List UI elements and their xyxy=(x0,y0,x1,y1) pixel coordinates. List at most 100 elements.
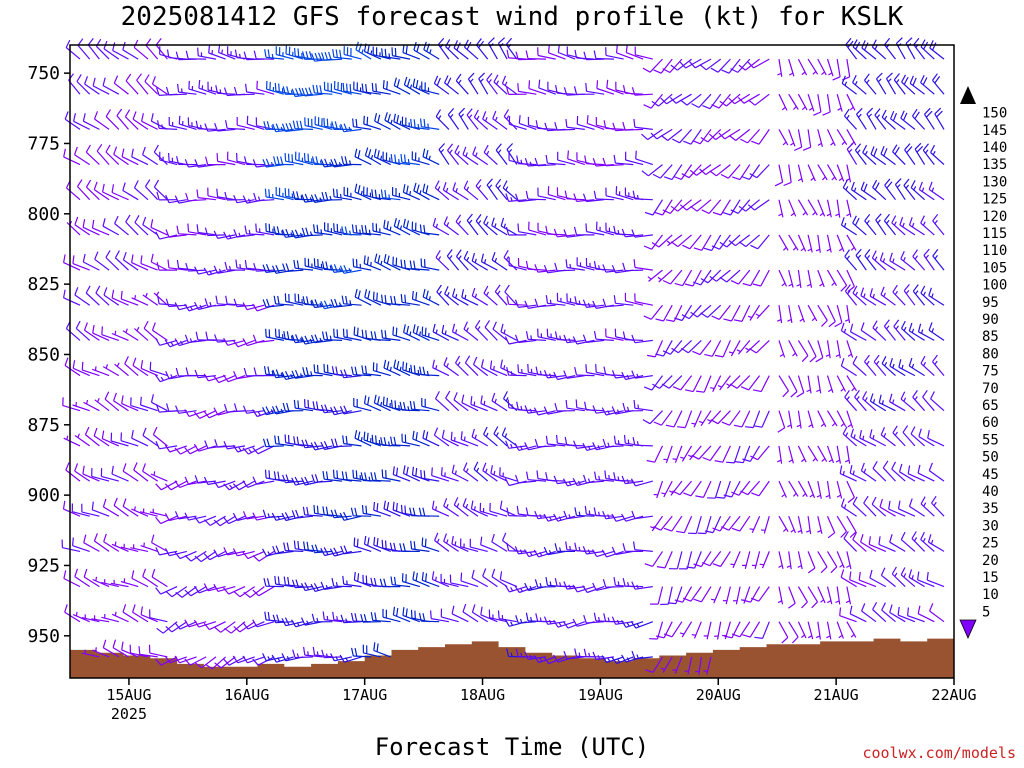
barb-staff xyxy=(122,611,139,623)
barb-flag xyxy=(583,474,587,483)
wind-barb xyxy=(341,295,362,306)
wind-barb xyxy=(265,328,285,341)
wind-barb xyxy=(74,216,91,236)
barb-staff xyxy=(576,374,595,377)
barb-flag xyxy=(585,223,588,232)
wind-barb xyxy=(662,199,683,215)
wind-barb xyxy=(455,73,469,95)
wind-barb xyxy=(826,410,838,427)
barb-staff xyxy=(668,375,683,389)
barb-flag xyxy=(502,391,508,399)
barb-half-flag xyxy=(466,186,470,191)
wind-barb xyxy=(501,427,518,447)
barb-staff xyxy=(731,480,741,498)
wind-barb xyxy=(116,108,129,130)
barb-flag xyxy=(223,231,229,240)
barb-staff xyxy=(718,93,731,109)
wind-barb xyxy=(723,304,741,322)
wind-barb xyxy=(631,370,653,379)
wind-barb xyxy=(712,199,731,216)
barb-flag xyxy=(332,469,335,479)
wind-barb xyxy=(155,480,178,491)
barb-flag xyxy=(157,120,160,129)
barb-staff xyxy=(74,154,91,166)
wind-barb xyxy=(292,649,314,659)
barb-flag xyxy=(565,399,568,409)
barb-flag xyxy=(711,245,720,250)
wind-barb xyxy=(602,510,624,520)
barb-staff xyxy=(747,129,761,144)
barb-flag xyxy=(320,404,325,413)
barb-staff xyxy=(846,93,856,111)
barb-flag xyxy=(223,587,230,595)
barb-flag xyxy=(101,326,103,335)
wind-barb xyxy=(462,146,479,166)
barb-half-flag xyxy=(647,276,652,280)
barb-flag xyxy=(330,264,335,273)
barb-flag xyxy=(355,118,358,128)
wind-barb xyxy=(122,463,139,482)
wind-barb xyxy=(733,304,751,322)
barb-staff xyxy=(304,514,323,517)
wind-barb xyxy=(471,569,488,588)
barb-flag xyxy=(167,259,170,268)
wind-barb xyxy=(233,621,256,633)
barb-staff xyxy=(518,199,537,203)
barb-staff xyxy=(651,375,663,391)
barb-staff xyxy=(586,371,605,377)
barb-flag xyxy=(380,189,384,198)
barb-half-flag xyxy=(156,291,160,296)
barb-flag xyxy=(233,229,238,238)
wind-barb xyxy=(817,58,827,76)
barb-staff xyxy=(65,469,81,482)
wind-barb xyxy=(476,38,489,60)
barb-flag xyxy=(488,37,495,44)
barb-half-flag xyxy=(845,432,849,437)
barb-flag xyxy=(611,264,617,274)
barb-flag xyxy=(554,543,558,552)
barb-flag xyxy=(155,404,160,413)
wind-barb xyxy=(453,40,469,60)
barb-staff xyxy=(528,88,547,95)
barb-staff xyxy=(343,478,362,482)
barb-half-flag xyxy=(455,294,458,299)
barb-flag xyxy=(669,96,677,104)
barb-half-flag xyxy=(170,341,174,346)
wind-barb xyxy=(138,646,158,658)
barb-flag xyxy=(354,429,358,439)
wind-barb xyxy=(844,390,858,412)
barb-staff xyxy=(698,93,712,108)
barb-staff xyxy=(130,405,149,412)
barb-flag xyxy=(534,579,539,588)
wind-barb xyxy=(360,613,381,623)
barb-flag xyxy=(275,405,280,414)
barb-flag xyxy=(517,83,520,92)
wind-barb xyxy=(483,215,498,236)
barb-flag xyxy=(601,549,608,558)
barb-flag xyxy=(679,61,687,69)
wind-barb xyxy=(652,375,673,389)
wind-barb xyxy=(293,540,314,552)
barb-half-flag xyxy=(505,186,509,191)
wind-barb xyxy=(742,551,751,569)
barb-flag xyxy=(621,513,627,522)
barb-flag xyxy=(296,436,300,445)
barb-flag xyxy=(504,584,510,593)
barb-flag xyxy=(72,537,74,546)
barb-flag xyxy=(840,531,847,538)
wind-barb xyxy=(374,253,391,271)
barb-flag xyxy=(565,259,568,268)
wind-barb xyxy=(443,357,459,377)
wind-barb xyxy=(371,82,391,95)
wind-barb xyxy=(515,193,537,203)
wind-barb xyxy=(807,58,819,75)
barb-flag xyxy=(184,303,190,312)
barb-half-flag xyxy=(95,647,97,652)
barb-staff xyxy=(778,234,789,251)
barb-flag xyxy=(807,567,816,574)
barb-flag xyxy=(842,426,848,435)
barb-staff xyxy=(753,58,770,69)
barb-staff xyxy=(557,159,576,166)
wind-barb xyxy=(403,324,421,341)
barb-flag xyxy=(584,155,587,164)
